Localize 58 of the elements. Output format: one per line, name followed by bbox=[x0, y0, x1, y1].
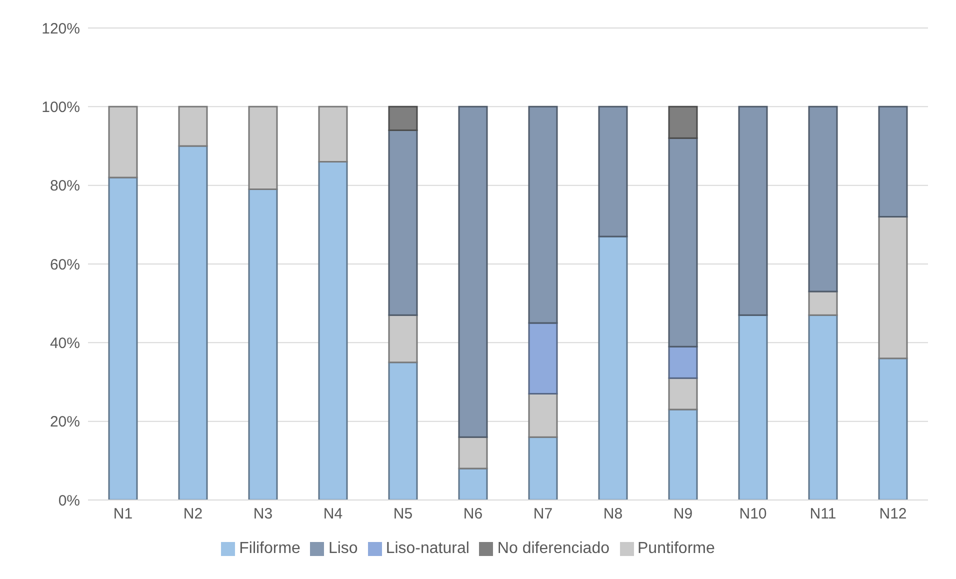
legend-label: Liso bbox=[328, 540, 358, 557]
bar bbox=[108, 106, 138, 178]
bar bbox=[668, 408, 698, 500]
bar bbox=[458, 106, 488, 438]
bar bbox=[808, 290, 838, 316]
y-tick-label: 80% bbox=[50, 178, 80, 195]
bar bbox=[738, 106, 768, 316]
x-tick-label: N3 bbox=[253, 506, 273, 523]
bar bbox=[388, 362, 418, 500]
legend-label: No diferenciado bbox=[497, 540, 610, 557]
bar bbox=[178, 145, 208, 500]
x-tick-label: N10 bbox=[739, 506, 767, 523]
x-tick-label: N12 bbox=[879, 506, 907, 523]
bar bbox=[878, 358, 908, 500]
bar bbox=[458, 436, 488, 470]
bar bbox=[668, 346, 698, 379]
bar bbox=[528, 322, 558, 395]
x-tick-label: N11 bbox=[810, 506, 836, 523]
y-tick-label: 100% bbox=[42, 98, 80, 116]
bar bbox=[808, 314, 838, 500]
bar bbox=[318, 160, 348, 500]
legend-label: Filiforme bbox=[239, 540, 300, 557]
x-tick-label: N2 bbox=[183, 506, 203, 523]
bar bbox=[598, 106, 628, 238]
x-tick-label: N9 bbox=[673, 506, 693, 523]
x-tick-label: N1 bbox=[113, 506, 133, 523]
bar bbox=[528, 106, 558, 324]
bar bbox=[808, 106, 838, 292]
x-tick-label: N6 bbox=[463, 506, 483, 523]
bar bbox=[528, 393, 558, 438]
bar bbox=[528, 436, 558, 500]
bar bbox=[598, 236, 628, 500]
y-tick-label: 40% bbox=[50, 334, 80, 352]
y-tick-label: 20% bbox=[50, 414, 80, 431]
y-tick-label: 120% bbox=[42, 20, 80, 38]
x-tick-label: N8 bbox=[603, 506, 623, 523]
legend-label: Liso-natural bbox=[386, 540, 470, 557]
bar bbox=[458, 468, 488, 500]
bar bbox=[108, 176, 138, 500]
x-tick-label: N5 bbox=[393, 506, 413, 523]
bar bbox=[388, 130, 418, 316]
bar bbox=[388, 106, 418, 132]
bar bbox=[318, 106, 348, 162]
bar bbox=[738, 314, 768, 500]
legend-label: Puntiforme bbox=[638, 540, 715, 557]
bar bbox=[668, 106, 698, 139]
x-tick-label: N7 bbox=[533, 506, 553, 523]
y-tick-label: 0% bbox=[58, 492, 80, 510]
bar bbox=[668, 137, 698, 348]
bar bbox=[248, 106, 278, 190]
x-tick-label: N4 bbox=[323, 506, 343, 523]
bar bbox=[388, 314, 418, 364]
bar bbox=[878, 216, 908, 360]
bar bbox=[878, 106, 908, 218]
y-tick-label: 60% bbox=[50, 256, 80, 274]
bar bbox=[668, 377, 698, 410]
bar bbox=[178, 106, 208, 147]
bar bbox=[248, 188, 278, 500]
